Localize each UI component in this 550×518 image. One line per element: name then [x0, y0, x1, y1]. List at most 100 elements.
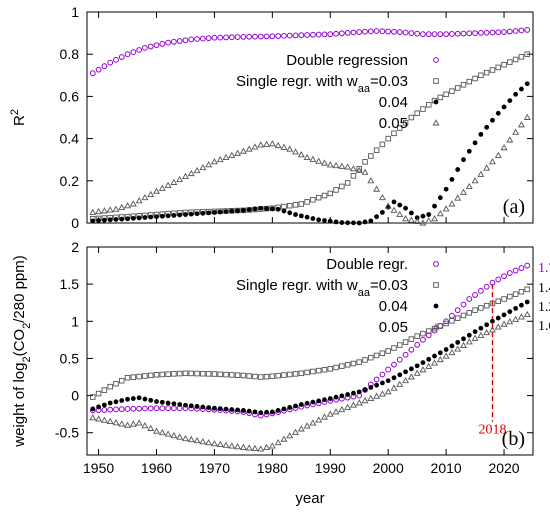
data-point — [292, 428, 299, 435]
legend-text: 0.05 — [379, 115, 408, 132]
data-point — [443, 31, 450, 38]
x-tick-label: 1960 — [141, 460, 172, 476]
data-point — [304, 400, 310, 406]
panel-b: -0.5 0 0.5 1 1.5 2 1950 1960 1970 1980 1990 2000 201… — [11, 239, 550, 507]
data-point — [483, 302, 490, 309]
data-point — [374, 214, 380, 220]
data-point — [165, 400, 171, 406]
data-point — [396, 29, 403, 35]
data-point — [478, 325, 484, 331]
data-point — [356, 220, 362, 226]
data-point — [425, 332, 432, 339]
data-point — [403, 369, 408, 375]
data-point — [286, 371, 293, 378]
data-point — [449, 31, 455, 37]
legend-text: 0.04 — [379, 94, 408, 111]
data-point — [484, 124, 490, 130]
data-point — [148, 397, 154, 403]
data-point — [216, 155, 224, 163]
data-point — [263, 33, 270, 40]
plot-frame — [86, 11, 534, 224]
data-point — [304, 32, 311, 38]
data-point — [349, 401, 357, 408]
legend-marker — [433, 99, 439, 105]
data-point — [500, 144, 508, 151]
y-axis-label-sub: 2 — [21, 323, 33, 329]
data-point — [373, 185, 381, 192]
data-point — [268, 442, 276, 449]
panel-label: (b) — [502, 428, 525, 450]
data-point — [385, 28, 392, 35]
data-point — [210, 158, 218, 165]
data-point — [234, 372, 241, 378]
data-point — [517, 121, 525, 128]
data-point — [449, 318, 455, 324]
data-point — [489, 29, 496, 36]
data-point — [113, 406, 119, 413]
data-point — [321, 413, 328, 420]
data-point — [356, 389, 362, 395]
y-axis-label-sub: 2 — [21, 356, 33, 362]
data-point — [292, 32, 299, 39]
data-point — [507, 309, 513, 315]
data-point — [333, 187, 339, 193]
legend-marker — [433, 303, 439, 309]
data-point — [181, 434, 189, 442]
data-point — [443, 320, 449, 327]
data-point — [257, 33, 264, 40]
data-point — [159, 213, 165, 219]
data-point — [264, 206, 269, 211]
data-point — [304, 369, 310, 376]
legend-text: Single regr. with w — [236, 73, 358, 90]
data-point — [465, 182, 473, 190]
y-tick-label: 1 — [71, 313, 79, 329]
data-point — [437, 350, 443, 356]
panel-label: (a) — [503, 196, 525, 218]
data-point — [501, 104, 507, 110]
data-point — [327, 366, 334, 372]
data-point — [303, 422, 311, 429]
data-point — [95, 415, 103, 422]
x-tick-label: 1990 — [315, 460, 346, 476]
data-point — [524, 286, 530, 293]
data-point — [95, 390, 102, 397]
data-point — [454, 194, 462, 201]
data-point — [188, 36, 195, 43]
data-point — [460, 312, 467, 319]
data-point — [304, 214, 310, 220]
data-point — [182, 37, 189, 44]
data-point — [449, 312, 455, 319]
data-point — [373, 28, 380, 34]
data-point — [141, 422, 149, 429]
data-point — [136, 215, 142, 221]
data-point — [344, 29, 351, 36]
data-point — [403, 205, 408, 211]
data-point — [147, 405, 154, 412]
data-point — [119, 377, 125, 384]
data-point — [362, 387, 368, 393]
data-point — [483, 29, 490, 36]
data-point — [177, 402, 183, 407]
data-point — [112, 419, 120, 426]
data-point — [339, 183, 345, 190]
legend-text: Double regression — [286, 52, 408, 69]
data-point — [332, 161, 340, 169]
data-point — [217, 371, 223, 378]
legend-text: 0.04 — [379, 298, 408, 315]
data-point — [355, 166, 363, 174]
data-point — [420, 31, 426, 38]
y-tick-label: 0 — [71, 215, 79, 231]
data-point — [432, 353, 437, 359]
data-point — [194, 370, 200, 377]
data-point — [449, 343, 455, 349]
end-value-label: 1.09 — [538, 319, 550, 334]
data-point — [309, 155, 317, 162]
data-point — [385, 348, 391, 354]
data-point — [212, 210, 217, 215]
legend-marker — [432, 323, 440, 330]
data-point — [408, 30, 415, 36]
data-point — [477, 170, 485, 177]
data-point — [425, 31, 432, 38]
data-point — [327, 218, 333, 224]
data-point — [188, 403, 194, 409]
